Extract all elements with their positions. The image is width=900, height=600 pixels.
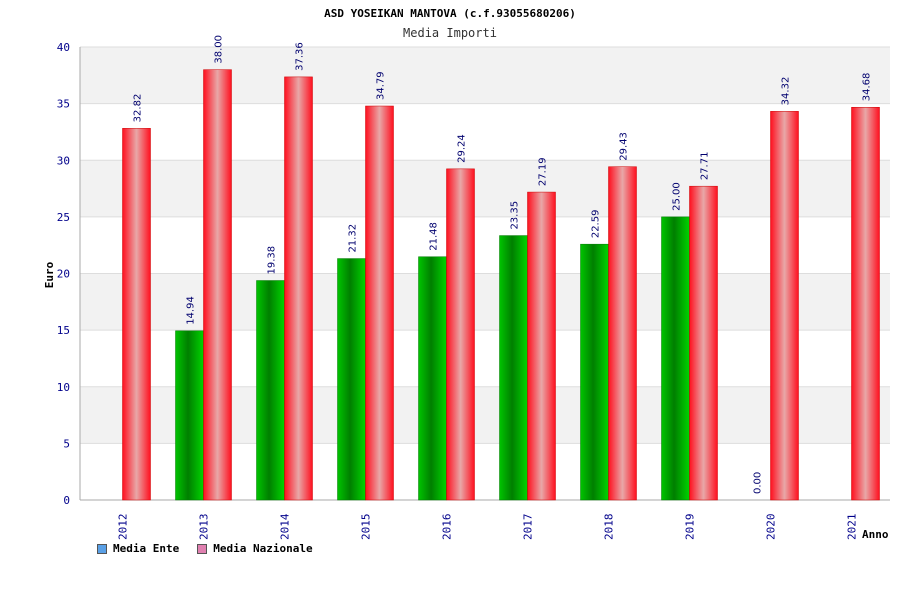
chart-title: ASD YOSEIKAN MANTOVA (c.f.93055680206) (324, 7, 576, 20)
grid-band (80, 103, 890, 161)
bar-media-nazionale (608, 166, 637, 501)
data-label: 21.32 (348, 224, 359, 253)
y-tick-label: 10 (57, 381, 70, 394)
plot-area: 0 5 10 15 20 25 30 35 40 32.82 2012 14.94 38.00 2013 1… (57, 35, 890, 540)
bar-media-ente (580, 243, 609, 501)
x-tick-label: 2013 (198, 514, 211, 541)
bar-media-nazionale (284, 76, 313, 501)
data-label: 21.48 (429, 222, 440, 251)
data-label: 23.35 (510, 201, 521, 230)
legend-swatch-media-nazionale (197, 543, 208, 554)
data-label: 22.59 (591, 210, 602, 239)
bar-media-nazionale (122, 128, 151, 501)
data-label: 19.38 (267, 246, 278, 275)
data-label: 29.43 (619, 132, 630, 161)
legend-label-media-ente: Media Ente (113, 542, 180, 555)
y-tick-label: 20 (57, 268, 70, 281)
y-tick-label: 40 (57, 41, 70, 54)
data-label: 29.24 (457, 134, 468, 163)
data-label: 14.94 (186, 296, 197, 325)
data-label: 0.00 (753, 472, 764, 494)
data-label: 27.71 (700, 152, 711, 181)
y-tick-label: 25 (57, 211, 70, 224)
data-label: 37.36 (295, 42, 306, 71)
x-tick-label: 2012 (117, 514, 130, 541)
bar-media-ente (661, 216, 690, 501)
x-tick-label: 2014 (279, 513, 292, 540)
legend-swatch-media-ente (97, 543, 107, 554)
x-tick-label: 2017 (522, 514, 535, 541)
bar-media-nazionale (527, 191, 556, 501)
x-tick-label: 2021 (846, 514, 859, 541)
bar-media-nazionale (203, 69, 232, 501)
bar-media-ente (256, 280, 285, 501)
grid-band (80, 47, 890, 104)
bar-media-nazionale (770, 111, 799, 501)
grid-band (80, 160, 890, 217)
bar-media-ente (175, 330, 204, 501)
x-tick-label: 2019 (684, 514, 697, 541)
y-tick-label: 30 (57, 154, 70, 167)
data-label: 25.00 (672, 182, 683, 211)
x-tick-label: 2018 (603, 514, 616, 541)
bar-media-nazionale (851, 106, 880, 501)
y-tick-label: 35 (57, 98, 70, 111)
bar-media-ente (337, 258, 366, 501)
bar-media-nazionale (689, 185, 718, 501)
y-tick-label: 0 (63, 494, 70, 507)
y-tick-label: 5 (63, 437, 70, 450)
x-tick-label: 2016 (441, 514, 454, 541)
legend-label-media-nazionale: Media Nazionale (213, 542, 313, 555)
data-label: 27.19 (538, 157, 549, 186)
bar-media-nazionale (446, 168, 475, 501)
data-label: 38.00 (214, 35, 225, 64)
data-label: 32.82 (133, 94, 144, 123)
legend: Media Ente Media Nazionale (97, 542, 313, 555)
bar-media-ente (418, 256, 447, 501)
bar-media-nazionale (365, 105, 394, 501)
bar-media-ente (499, 235, 528, 501)
data-label: 34.68 (862, 73, 873, 102)
legend-item-media-ente: Media Ente (97, 542, 179, 555)
data-label: 34.32 (781, 77, 792, 106)
chart-subtitle: Media Importi (403, 26, 497, 40)
legend-item-media-nazionale: Media Nazionale (197, 542, 313, 555)
grid-band (80, 216, 890, 274)
y-axis-label: Euro (43, 261, 56, 288)
x-tick-label: 2015 (360, 514, 373, 541)
y-tick-label: 15 (57, 324, 70, 337)
data-label: 34.79 (376, 71, 387, 100)
x-tick-label: 2020 (765, 514, 778, 541)
x-axis-label: Anno (862, 528, 889, 541)
grid-band (80, 273, 890, 331)
